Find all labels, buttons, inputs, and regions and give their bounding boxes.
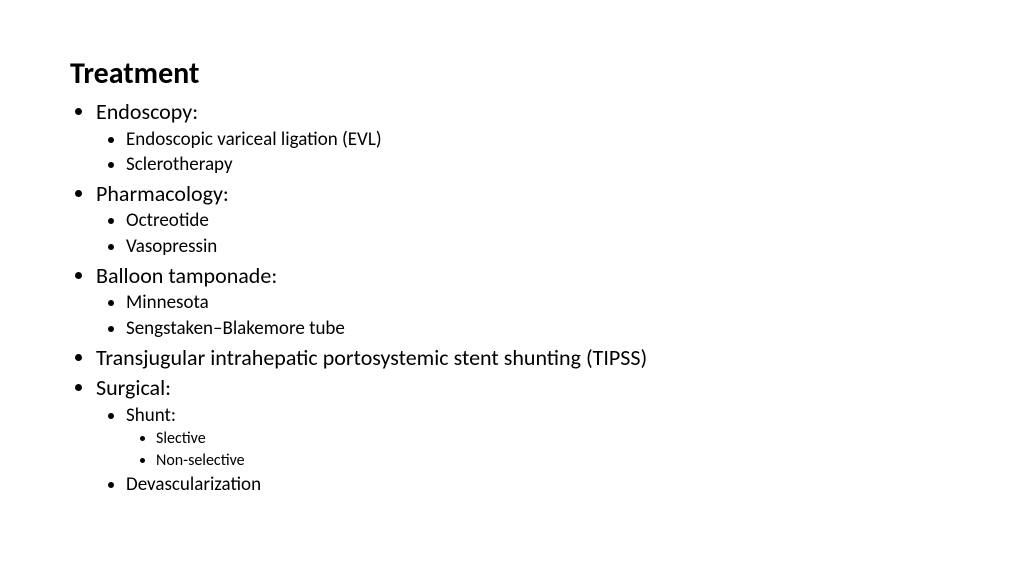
- list-item-label: Non-selective: [156, 451, 245, 470]
- bullet-list-level3: Slective Non-selective: [126, 428, 954, 471]
- list-item: Transjugular intrahepatic portosystemic …: [96, 344, 954, 373]
- list-item: Balloon tamponade: Minnesota Sengstaken–…: [96, 262, 954, 342]
- bullet-list-level2: Octreotide Vasopressin: [96, 208, 954, 259]
- list-item-label: Slective: [156, 429, 206, 448]
- list-item: Octreotide: [126, 208, 954, 234]
- list-item: Minnesota: [126, 290, 954, 316]
- list-item: Sclerotherapy: [126, 152, 954, 178]
- bullet-list: Endoscopy: Endoscopic variceal ligation …: [70, 98, 954, 497]
- list-item: Shunt: Slective Non-selective: [126, 403, 954, 472]
- bullet-list-level2: Shunt: Slective Non-selective Devascular…: [96, 403, 954, 497]
- list-item: Pharmacology: Octreotide Vasopressin: [96, 180, 954, 260]
- list-item: Non-selective: [156, 450, 954, 472]
- list-item: Endoscopy: Endoscopic variceal ligation …: [96, 98, 954, 178]
- list-item-label: Octreotide: [126, 209, 209, 232]
- list-item-label: Vasopressin: [126, 235, 217, 258]
- list-item: Slective: [156, 428, 954, 450]
- slide: Treatment Endoscopy: Endoscopic variceal…: [0, 0, 1024, 576]
- list-item-label: Transjugular intrahepatic portosystemic …: [96, 344, 647, 371]
- list-item-label: Endoscopy:: [96, 98, 198, 125]
- list-item-label: Minnesota: [126, 291, 209, 314]
- list-item-label: Devascularization: [126, 473, 261, 496]
- list-item-label: Endoscopic variceal ligation (EVL): [126, 128, 382, 151]
- list-item: Devascularization: [126, 472, 954, 498]
- list-item-label: Sengstaken–Blakemore tube: [126, 317, 345, 340]
- list-item: Sengstaken–Blakemore tube: [126, 316, 954, 342]
- list-item: Endoscopic variceal ligation (EVL): [126, 127, 954, 153]
- list-item-label: Balloon tamponade:: [96, 262, 277, 289]
- list-item-label: Pharmacology:: [96, 180, 229, 207]
- bullet-list-level2: Endoscopic variceal ligation (EVL) Scler…: [96, 127, 954, 178]
- list-item: Vasopressin: [126, 234, 954, 260]
- list-item: Surgical: Shunt: Slective Non-selective …: [96, 374, 954, 497]
- list-item-label: Surgical:: [96, 374, 171, 401]
- list-item-label: Sclerotherapy: [126, 153, 233, 176]
- list-item-label: Shunt:: [126, 404, 176, 427]
- bullet-list-level2: Minnesota Sengstaken–Blakemore tube: [96, 290, 954, 341]
- slide-title: Treatment: [70, 55, 954, 92]
